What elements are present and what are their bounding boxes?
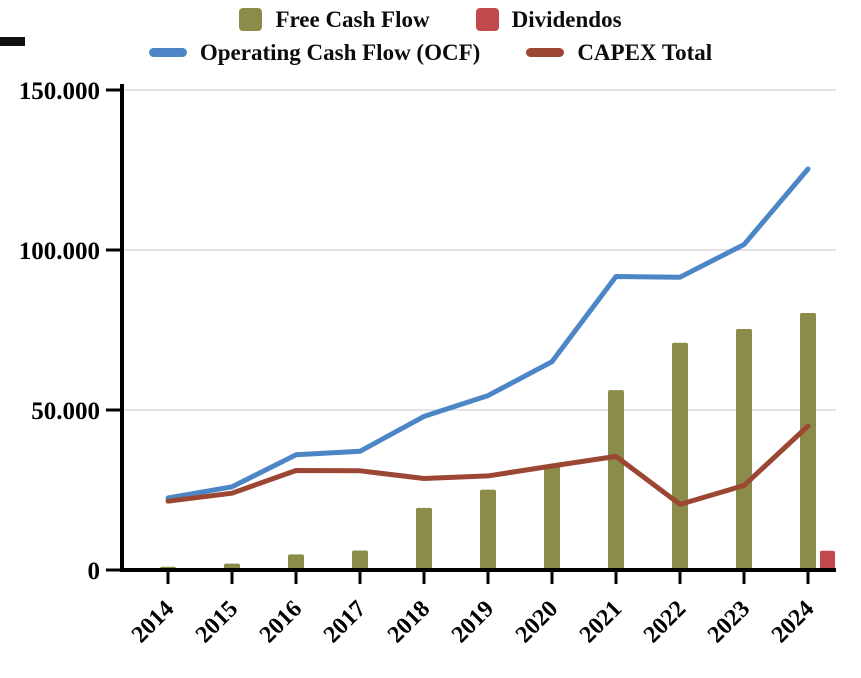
legend-item-operating-cash-flow-ocf[interactable]: Operating Cash Flow (OCF)	[148, 39, 481, 65]
x-axis-label: 2021	[575, 596, 627, 648]
capex-total-legend-marker-icon	[526, 47, 565, 57]
operating-cash-flow-ocf-legend-marker-icon	[148, 47, 187, 57]
legend-item-dividendos[interactable]: Dividendos	[475, 6, 622, 32]
free-cash-flow-bar	[352, 550, 368, 570]
legend-label: CAPEX Total	[577, 39, 713, 65]
x-axis-label: 2017	[319, 596, 371, 648]
x-axis-label: 2022	[639, 596, 691, 648]
dividendos-bar	[820, 550, 835, 570]
legend-item-capex-total[interactable]: CAPEX Total	[526, 41, 712, 64]
x-axis-label: 2014	[127, 596, 179, 648]
x-axis-label: 2016	[255, 596, 307, 648]
legend-item-free-cash-flow[interactable]: Free Cash Flow	[239, 6, 430, 32]
free-cash-flow-bar	[416, 507, 432, 570]
legend-label: Dividendos	[511, 6, 622, 32]
free-cash-flow-bar	[480, 489, 496, 570]
free-cash-flow-bar	[736, 329, 752, 570]
y-axis-label: 150.000	[19, 78, 100, 105]
chart-legend: Free Cash Flow Dividendos Operating Cash …	[0, 4, 861, 67]
legend-label: Operating Cash Flow (OCF)	[199, 39, 481, 65]
legend-label: Free Cash Flow	[275, 6, 430, 32]
free-cash-flow-legend-marker-icon	[239, 7, 263, 31]
free-cash-flow-bar	[608, 390, 624, 570]
capex-total-line	[165, 423, 811, 507]
free-cash-flow-bar	[800, 313, 816, 570]
free-cash-flow-bar	[672, 342, 688, 570]
dividendos-legend-marker-icon	[475, 7, 499, 31]
legend-row-2: Operating Cash Flow (OCF) CAPEX Total	[148, 37, 712, 67]
operating-cash-flow-ocf-line	[165, 166, 811, 501]
free-cash-flow-bar	[544, 465, 560, 570]
x-axis-label: 2019	[447, 596, 499, 648]
legend-row-1: Free Cash Flow Dividendos	[239, 4, 622, 34]
free-cash-flow-bar	[288, 554, 304, 570]
y-axis-label: 0	[88, 558, 101, 585]
x-axis-label: 2024	[767, 596, 819, 648]
x-axis-label: 2023	[703, 596, 755, 648]
crop-mark	[0, 37, 25, 46]
x-axis-label: 2020	[511, 596, 563, 648]
y-axis-label: 100.000	[19, 238, 100, 265]
x-axis-label: 2018	[383, 596, 435, 648]
x-axis-label: 2015	[191, 596, 243, 648]
y-axis-label: 50.000	[31, 398, 100, 425]
